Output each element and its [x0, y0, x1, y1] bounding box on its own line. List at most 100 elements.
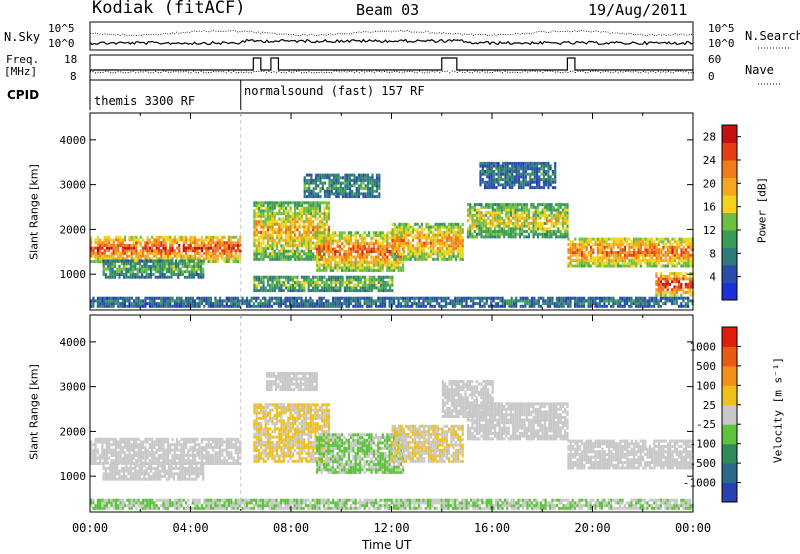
colorbar-tick-power-1: 8 — [709, 247, 716, 260]
ytick-label-power-2: 3000 — [60, 179, 87, 192]
ytick-label-power-3: 4000 — [60, 134, 87, 147]
cpid-program-themis: themis 3300 RF — [94, 94, 196, 108]
colorbar-cell-velocity-7 — [722, 346, 737, 367]
colorbar-cell-power-6 — [722, 177, 737, 196]
colorbar-cell-power-7 — [722, 160, 737, 178]
nave-tick-bottom: 0 — [708, 70, 715, 83]
velocity-band-4 — [391, 424, 464, 463]
nsky-tick-top: 10^5 — [48, 22, 75, 35]
power-band-10 — [479, 161, 557, 190]
power-band-0 — [90, 235, 242, 263]
nsky-series — [89, 38, 694, 46]
beam-title: Beam 03 — [356, 1, 420, 19]
freq-tick-bottom: 8 — [70, 70, 77, 83]
power-band-1 — [102, 259, 205, 279]
nsearch-tick-top: 10^5 — [708, 22, 735, 35]
colorbar-frame-power — [721, 124, 738, 301]
freq-series — [90, 57, 693, 71]
colorbar-tick-velocity-0: 1000 — [690, 340, 717, 353]
xtick-label-6: 00:00 — [675, 521, 711, 535]
sky-panel-frame — [89, 21, 694, 51]
x-axis-label: Time UT — [362, 538, 412, 552]
colorbar-cell-power-3 — [722, 230, 737, 248]
nave-tick-top: 60 — [708, 53, 722, 66]
colorbar-cell-velocity-6 — [722, 365, 737, 386]
colorbar-cell-velocity-8 — [722, 327, 737, 347]
ytick-label-power-1: 2000 — [60, 223, 87, 236]
ytick-label-velocity-2: 3000 — [60, 381, 87, 394]
ytick-label-power-0: 1000 — [60, 268, 87, 281]
cpid-program-normalsound: normalsound (fast) 157 RF — [244, 84, 425, 98]
colorbar-cell-power-0 — [722, 282, 737, 301]
colorbar-cell-power-9 — [722, 125, 737, 143]
power-band-6 — [567, 237, 694, 268]
power-band-8 — [253, 275, 394, 293]
ytick-label-velocity-3: 4000 — [60, 336, 87, 349]
xtick-label-5: 20:00 — [574, 521, 610, 535]
colorbar-tick-velocity-4: -25 — [696, 418, 716, 431]
nsky-label: N.Sky — [4, 30, 41, 44]
velocity-heatmap — [90, 372, 694, 510]
velocity-band-2 — [253, 403, 331, 463]
colorbar-tick-power-3: 16 — [703, 201, 716, 214]
velocity-colorbar-label: Velocity [m s⁻¹] — [771, 357, 785, 463]
colorbar-tick-power-0: 4 — [709, 271, 716, 284]
colorbar-tick-velocity-3: 25 — [703, 399, 716, 412]
power-band-7 — [655, 272, 694, 297]
velocity-band-9 — [90, 498, 694, 510]
velocity-band-5 — [466, 402, 569, 441]
ytick-label-velocity-1: 2000 — [60, 425, 87, 438]
colorbar-cell-power-8 — [722, 142, 737, 161]
colorbar-cell-power-5 — [722, 195, 737, 213]
colorbar-cell-power-2 — [722, 247, 737, 266]
freq-unit-label: [MHz] — [4, 65, 38, 78]
colorbar-tick-velocity-2: 100 — [696, 379, 716, 392]
colorbar-cell-power-1 — [722, 265, 737, 283]
power-band-2 — [253, 201, 331, 261]
velocity-band-1 — [102, 461, 205, 481]
nave-label: Nave — [745, 63, 774, 77]
power-ylabel: Slant Range [km] — [27, 164, 41, 260]
nsearch-tick-bottom: 10^0 — [708, 37, 735, 50]
velocity-band-8 — [265, 372, 318, 392]
power-band-3 — [316, 231, 405, 272]
velocity-ylabel: Slant Range [km] — [27, 364, 41, 460]
velocity-band-7 — [567, 439, 694, 470]
colorbar-cell-velocity-4 — [722, 404, 737, 425]
velocity-band-6 — [441, 380, 494, 418]
colorbar-cell-velocity-5 — [722, 385, 737, 406]
xtick-label-2: 08:00 — [273, 521, 309, 535]
colorbar-tick-power-2: 12 — [703, 224, 716, 237]
nsearch-label: N.Search — [745, 29, 800, 43]
colorbar-cell-velocity-0 — [722, 482, 737, 503]
xtick-label-4: 16:00 — [474, 521, 510, 535]
colorbar-cell-power-4 — [722, 212, 737, 231]
cpid-label: CPID — [7, 88, 40, 102]
nsky-tick-bottom: 10^0 — [48, 37, 75, 50]
colorbar-frame-velocity — [721, 326, 738, 503]
station-title: Kodiak (fitACF) — [92, 0, 246, 18]
date-title: 19/Aug/2011 — [588, 1, 688, 19]
colorbar-tick-power-5: 24 — [703, 154, 717, 167]
nsearch-series — [89, 29, 694, 37]
nave-series — [90, 70, 694, 74]
freq-panel-frame — [89, 54, 694, 81]
colorbar-tick-velocity-7: -1000 — [683, 477, 716, 490]
colorbar-cell-velocity-2 — [722, 443, 737, 464]
freq-tick-top: 18 — [64, 53, 78, 66]
colorbar-tick-velocity-5: -100 — [690, 438, 717, 451]
colorbar-cell-velocity-3 — [722, 424, 737, 445]
colorbar-tick-power-4: 20 — [703, 177, 716, 190]
panel-frame-velocity — [89, 314, 694, 513]
xtick-label-1: 04:00 — [172, 521, 208, 535]
power-heatmap — [90, 161, 694, 308]
colorbar-tick-velocity-1: 500 — [696, 360, 716, 373]
power-band-4 — [391, 222, 464, 261]
power-colorbar-label: Power [dB] — [755, 176, 769, 244]
velocity-band-3 — [316, 433, 405, 474]
power-band-5 — [466, 203, 569, 239]
power-band-9 — [303, 173, 381, 199]
freq-label: Freq. — [6, 53, 40, 66]
velocity-band-0 — [90, 437, 242, 465]
xtick-label-3: 12:00 — [373, 521, 409, 535]
